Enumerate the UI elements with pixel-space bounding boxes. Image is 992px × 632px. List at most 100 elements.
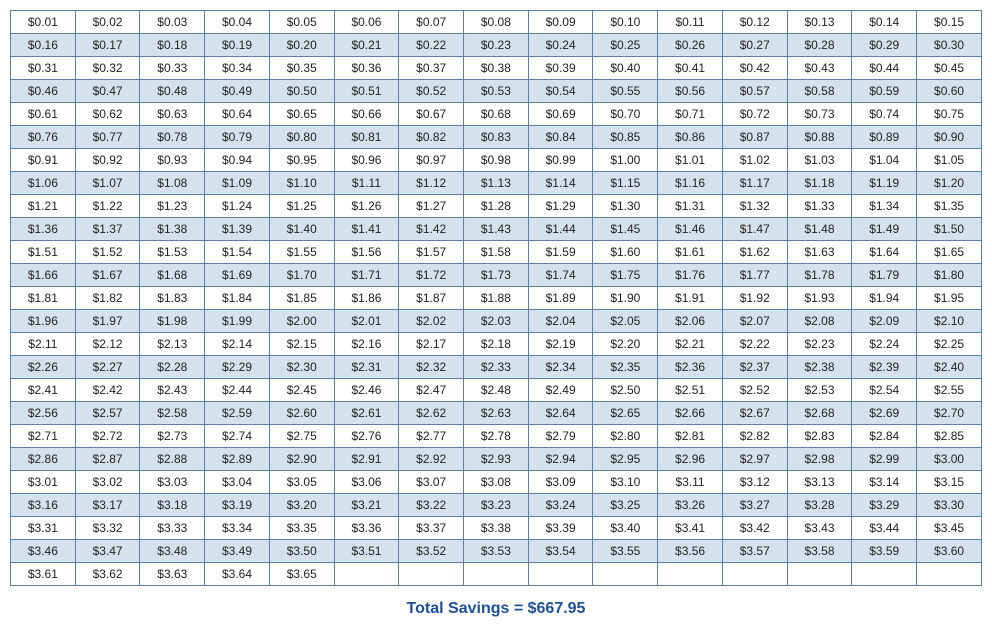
table-cell: $1.20 [917,172,982,195]
table-cell: $2.80 [593,425,658,448]
table-cell: $3.13 [787,471,852,494]
table-cell: $2.82 [722,425,787,448]
table-row: $1.36$1.37$1.38$1.39$1.40$1.41$1.42$1.43… [11,218,982,241]
table-cell: $2.06 [658,310,723,333]
table-cell: $0.78 [140,126,205,149]
table-cell: $1.44 [528,218,593,241]
table-cell: $0.57 [722,80,787,103]
table-cell: $0.95 [269,149,334,172]
table-cell: $1.67 [75,264,140,287]
table-cell: $1.15 [593,172,658,195]
table-cell: $3.58 [787,540,852,563]
table-cell: $0.39 [528,57,593,80]
table-cell: $0.28 [787,34,852,57]
table-cell: $1.54 [205,241,270,264]
table-cell: $3.62 [75,563,140,586]
table-row: $2.11$2.12$2.13$2.14$2.15$2.16$2.17$2.18… [11,333,982,356]
table-cell: $2.24 [852,333,917,356]
table-row: $1.21$1.22$1.23$1.24$1.25$1.26$1.27$1.28… [11,195,982,218]
table-cell: $1.96 [11,310,76,333]
table-cell: $3.48 [140,540,205,563]
table-cell: $0.75 [917,103,982,126]
table-cell: $2.40 [917,356,982,379]
table-cell: $2.08 [787,310,852,333]
table-cell: $1.29 [528,195,593,218]
table-cell: $0.43 [787,57,852,80]
table-cell: $0.27 [722,34,787,57]
table-cell: $2.35 [593,356,658,379]
table-cell: $3.02 [75,471,140,494]
table-cell: $2.18 [464,333,529,356]
table-cell: $0.86 [658,126,723,149]
table-cell: $1.62 [722,241,787,264]
table-cell: $1.41 [334,218,399,241]
table-cell: $3.40 [593,517,658,540]
table-cell: $3.01 [11,471,76,494]
table-cell: $1.33 [787,195,852,218]
table-cell: $0.91 [11,149,76,172]
table-cell [722,563,787,586]
table-cell: $2.78 [464,425,529,448]
table-cell: $1.34 [852,195,917,218]
table-cell: $3.18 [140,494,205,517]
table-cell: $0.17 [75,34,140,57]
table-cell [399,563,464,586]
table-cell: $1.55 [269,241,334,264]
table-cell: $2.81 [658,425,723,448]
table-cell: $1.72 [399,264,464,287]
table-cell: $3.34 [205,517,270,540]
table-cell: $0.30 [917,34,982,57]
table-cell: $2.66 [658,402,723,425]
table-row: $0.91$0.92$0.93$0.94$0.95$0.96$0.97$0.98… [11,149,982,172]
table-cell: $2.57 [75,402,140,425]
table-cell: $3.24 [528,494,593,517]
table-cell: $1.47 [722,218,787,241]
table-cell: $0.52 [399,80,464,103]
table-row: $0.01$0.02$0.03$0.04$0.05$0.06$0.07$0.08… [11,11,982,34]
table-cell: $1.78 [787,264,852,287]
table-cell: $2.89 [205,448,270,471]
table-cell: $3.56 [658,540,723,563]
table-row: $0.46$0.47$0.48$0.49$0.50$0.51$0.52$0.53… [11,80,982,103]
table-cell: $1.99 [205,310,270,333]
table-cell: $3.00 [917,448,982,471]
table-cell: $2.15 [269,333,334,356]
table-cell: $2.07 [722,310,787,333]
table-cell: $0.54 [528,80,593,103]
table-cell: $1.08 [140,172,205,195]
table-cell: $1.31 [658,195,723,218]
table-cell: $0.18 [140,34,205,57]
table-row: $1.51$1.52$1.53$1.54$1.55$1.56$1.57$1.58… [11,241,982,264]
total-savings-label: Total Savings = $667.95 [10,600,982,618]
table-cell: $1.91 [658,287,723,310]
table-cell: $1.23 [140,195,205,218]
table-cell [787,563,852,586]
table-cell: $3.14 [852,471,917,494]
table-cell: $2.05 [593,310,658,333]
table-cell: $0.56 [658,80,723,103]
table-cell: $3.21 [334,494,399,517]
table-cell: $1.83 [140,287,205,310]
table-cell: $2.79 [528,425,593,448]
table-cell: $0.68 [464,103,529,126]
table-cell: $2.60 [269,402,334,425]
table-cell: $1.95 [917,287,982,310]
table-cell: $3.10 [593,471,658,494]
table-cell: $1.98 [140,310,205,333]
table-cell: $3.26 [658,494,723,517]
table-cell: $1.46 [658,218,723,241]
table-cell: $2.85 [917,425,982,448]
table-cell: $0.82 [399,126,464,149]
table-cell: $3.07 [399,471,464,494]
table-cell: $1.32 [722,195,787,218]
table-cell: $2.65 [593,402,658,425]
table-cell: $2.69 [852,402,917,425]
table-cell: $0.37 [399,57,464,80]
table-cell: $1.58 [464,241,529,264]
table-cell: $3.42 [722,517,787,540]
table-cell: $1.21 [11,195,76,218]
table-cell: $2.44 [205,379,270,402]
table-cell: $1.56 [334,241,399,264]
table-cell: $1.65 [917,241,982,264]
table-cell: $0.07 [399,11,464,34]
